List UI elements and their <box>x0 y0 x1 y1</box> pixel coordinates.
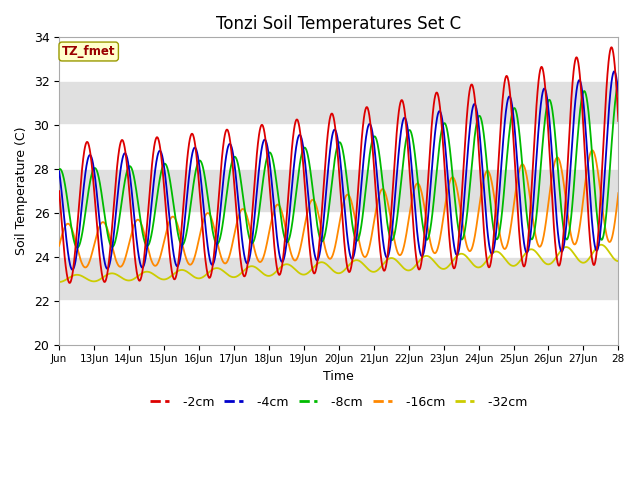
Bar <box>59 300 618 345</box>
X-axis label: Time: Time <box>323 370 354 383</box>
Bar <box>59 125 618 169</box>
Bar <box>59 213 618 257</box>
Bar <box>59 37 618 81</box>
Legend:  -2cm,  -4cm,  -8cm,  -16cm,  -32cm: -2cm, -4cm, -8cm, -16cm, -32cm <box>145 391 532 414</box>
Text: TZ_fmet: TZ_fmet <box>62 45 115 58</box>
Title: Tonzi Soil Temperatures Set C: Tonzi Soil Temperatures Set C <box>216 15 461 33</box>
Y-axis label: Soil Temperature (C): Soil Temperature (C) <box>15 127 28 255</box>
